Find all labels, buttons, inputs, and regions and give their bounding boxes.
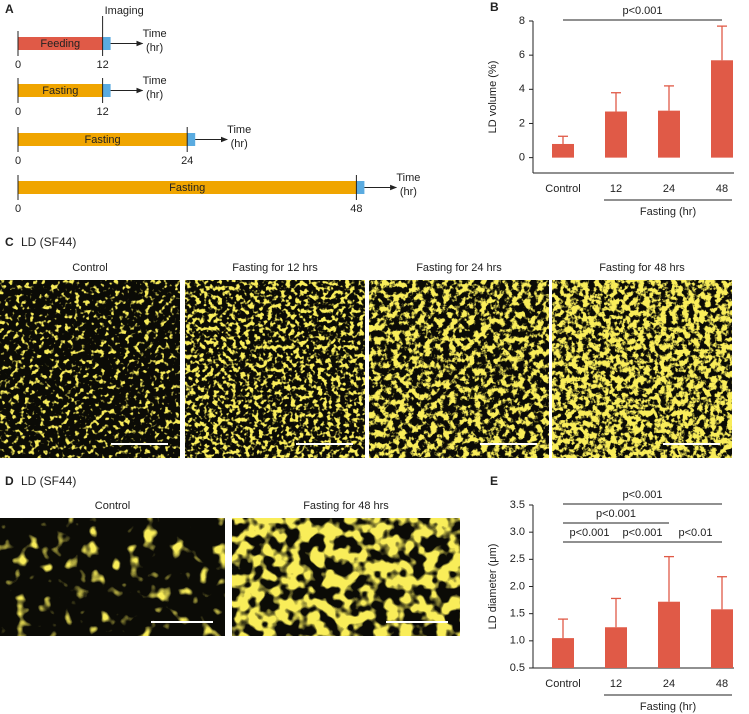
significance-label: p<0.001 — [569, 527, 609, 539]
phase-label: Fasting — [169, 182, 205, 194]
bar — [658, 110, 680, 158]
micrograph — [0, 280, 180, 458]
x-tick-label: Control — [545, 183, 580, 195]
y-tick-label: 0 — [519, 152, 525, 164]
time-label: Time — [143, 75, 167, 87]
x-tick-label: 24 — [663, 183, 675, 195]
phase-bar — [18, 37, 103, 50]
start-label: 0 — [15, 59, 21, 71]
phase-bar — [18, 84, 103, 97]
end-label: 24 — [181, 155, 193, 167]
micrograph — [369, 280, 549, 458]
panel-label: D — [5, 474, 14, 488]
micrograph-caption: Fasting for 24 hrs — [416, 262, 502, 274]
significance-label: p<0.001 — [622, 527, 662, 539]
y-tick-label: 3.5 — [510, 499, 525, 511]
group-label: Fasting (hr) — [640, 206, 696, 218]
y-tick-label: 2.5 — [510, 553, 525, 565]
micrograph — [552, 280, 732, 458]
micrograph-caption: Control — [95, 500, 130, 512]
panel-label: E — [490, 474, 498, 488]
unit-label: (hr) — [231, 138, 248, 150]
unit-label: (hr) — [400, 186, 417, 198]
time-label: Time — [396, 172, 420, 184]
end-label: 12 — [96, 106, 108, 118]
imaging-bar — [356, 181, 365, 194]
time-label: Time — [143, 28, 167, 40]
x-tick-label: 48 — [716, 183, 728, 195]
end-label: 48 — [350, 203, 362, 215]
end-label: 12 — [96, 59, 108, 71]
y-tick-label: 2 — [519, 117, 525, 129]
y-tick-label: 1.0 — [510, 635, 525, 647]
x-tick-label: 24 — [663, 678, 675, 690]
x-tick-label: Control — [545, 678, 580, 690]
significance-label: p<0.01 — [679, 527, 713, 539]
phase-label: Fasting — [85, 134, 121, 146]
imaging-bar — [102, 84, 111, 97]
y-tick-label: 6 — [519, 49, 525, 61]
phase-label: Feeding — [40, 38, 80, 50]
y-tick-label: 0.5 — [510, 662, 525, 674]
panel-title: LD (SF44) — [21, 235, 76, 249]
bar — [552, 143, 574, 158]
group-label: Fasting (hr) — [640, 701, 696, 713]
micrograph-caption: Fasting for 12 hrs — [232, 262, 318, 274]
micrograph — [185, 280, 365, 458]
micrograph-caption: Fasting for 48 hrs — [599, 262, 685, 274]
start-label: 0 — [15, 155, 21, 167]
y-tick-label: 4 — [519, 83, 525, 95]
micrograph — [0, 518, 225, 636]
y-axis-label: LD diameter (μm) — [487, 544, 499, 630]
unit-label: (hr) — [146, 42, 163, 54]
imaging-bar — [102, 37, 111, 50]
y-tick-label: 1.5 — [510, 608, 525, 620]
panel-title: LD (SF44) — [21, 474, 76, 488]
phase-label: Fasting — [42, 85, 78, 97]
y-axis-label: LD volume (%) — [487, 61, 499, 134]
bar — [605, 627, 627, 668]
panel-label: C — [5, 235, 14, 249]
panel-label: A — [5, 2, 14, 16]
time-label: Time — [227, 124, 251, 136]
y-tick-label: 2.0 — [510, 580, 525, 592]
x-tick-label: 12 — [610, 183, 622, 195]
bar — [605, 111, 627, 158]
unit-label: (hr) — [146, 89, 163, 101]
significance-label: p<0.001 — [622, 5, 662, 17]
micrograph-caption: Control — [72, 262, 107, 274]
x-tick-label: 12 — [610, 678, 622, 690]
start-label: 0 — [15, 203, 21, 215]
micrograph-caption: Fasting for 48 hrs — [303, 500, 389, 512]
bar — [552, 638, 574, 668]
bar — [658, 601, 680, 668]
phase-bar — [18, 181, 357, 194]
imaging-label: Imaging — [105, 5, 144, 17]
phase-bar — [18, 133, 188, 146]
micrograph — [232, 518, 460, 636]
bar — [711, 609, 733, 668]
significance-label: p<0.001 — [622, 489, 662, 501]
y-tick-label: 8 — [519, 15, 525, 27]
bar — [711, 60, 733, 158]
significance-label: p<0.001 — [596, 508, 636, 520]
y-tick-label: 3.0 — [510, 526, 525, 538]
imaging-bar — [187, 133, 196, 146]
panel-label: B — [490, 0, 499, 14]
x-tick-label: 48 — [716, 678, 728, 690]
start-label: 0 — [15, 106, 21, 118]
